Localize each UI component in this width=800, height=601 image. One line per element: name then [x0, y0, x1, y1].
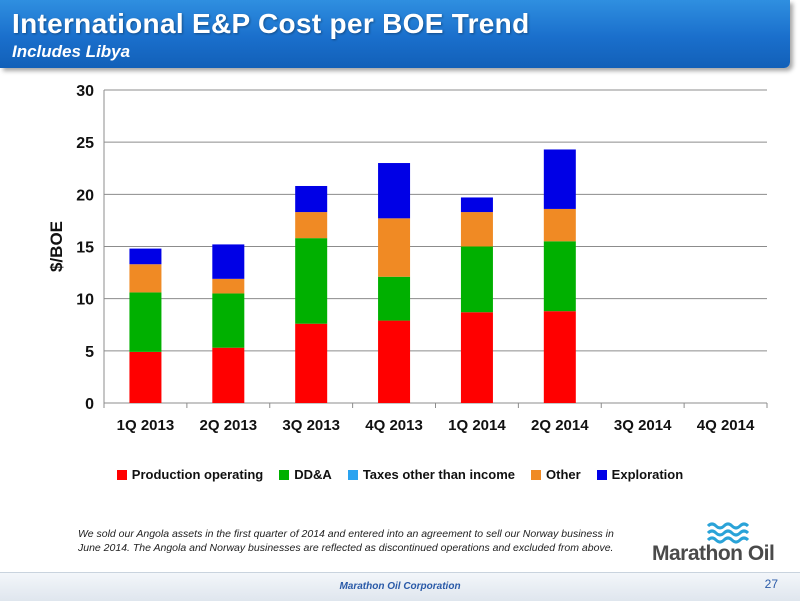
y-tick-label: 25: [76, 135, 94, 152]
bar-segment: [543, 208, 576, 242]
x-tick-label: 3Q 2014: [614, 417, 672, 434]
x-tick-label: 1Q 2013: [117, 417, 175, 434]
bar-segment: [129, 292, 162, 352]
legend-swatch: [347, 469, 358, 480]
x-tick-label: 2Q 2014: [531, 417, 589, 434]
legend-label: DD&A: [294, 467, 332, 482]
legend-item: Taxes other than income: [347, 467, 515, 482]
legend-label: Taxes other than income: [362, 467, 515, 482]
chart-legend: Production operating DD&A Taxes other than…: [0, 467, 800, 482]
marathon-oil-wave-logo-icon: [706, 522, 750, 544]
legend-label: Other: [546, 467, 581, 482]
legend-label: Production operating: [131, 467, 264, 482]
slide-subtitle: Includes Libya: [12, 42, 131, 61]
bar-segment: [460, 197, 493, 213]
y-axis-title: $/BOE: [47, 221, 66, 272]
bar-segment: [543, 311, 576, 403]
bar-segment: [378, 218, 411, 277]
bar-segment: [378, 163, 411, 219]
slide-title: International E&P Cost per BOE Trend: [12, 8, 530, 39]
bar-segment: [212, 293, 245, 348]
title-banner: International E&P Cost per BOE Trend Inc…: [0, 0, 790, 68]
bar-segment: [460, 312, 493, 403]
bar-segment: [129, 264, 162, 293]
footnote: We sold our Angola assets in the first q…: [78, 528, 614, 554]
bar-segment: [378, 276, 411, 321]
legend-item: Other: [531, 467, 581, 482]
legend-swatch: [531, 469, 541, 480]
legend-label: Exploration: [611, 467, 684, 482]
bar-segment: [295, 212, 328, 239]
bar-segment: [460, 212, 493, 247]
bar-segment: [129, 351, 162, 403]
company-logo: Marathon Oil: [648, 522, 788, 568]
bar-segment: [212, 244, 245, 279]
bar-segment: [295, 238, 328, 324]
bar-segment: [212, 278, 245, 294]
x-tick-label: 1Q 2014: [448, 417, 506, 434]
footer-bar: Marathon Oil Corporation 27: [0, 572, 800, 601]
y-tick-label: 30: [76, 83, 94, 100]
y-tick-label: 15: [76, 240, 94, 257]
y-tick-label: 20: [76, 187, 94, 204]
bar-segment: [460, 246, 493, 313]
footer-company: Marathon Oil Corporation: [339, 581, 461, 592]
y-tick-label: 5: [85, 344, 94, 361]
bar-segment: [295, 323, 328, 403]
bar-segment: [378, 320, 411, 403]
x-tick-label: 3Q 2013: [282, 417, 340, 434]
x-tick-label: 4Q 2014: [697, 417, 755, 434]
x-tick-label: 2Q 2013: [200, 417, 258, 434]
legend-swatch: [279, 469, 290, 480]
bar-segment: [212, 347, 245, 403]
bar-segment: [129, 248, 162, 265]
page-number: 27: [764, 577, 778, 591]
x-tick-label: 4Q 2013: [365, 417, 423, 434]
stacked-bar-chart: 0 5 10 15 20 25 30 $/BOE 1Q 2013 2Q 2013 3Q 2013 4Q…: [47, 83, 768, 434]
legend-item: DD&A: [279, 467, 332, 482]
y-tick-label: 10: [76, 292, 94, 309]
bar-segment: [295, 185, 328, 213]
legend-swatch: [116, 469, 127, 480]
y-tick-label: 0: [85, 396, 94, 413]
legend-item: Production operating: [116, 467, 264, 482]
bar-segment: [543, 149, 576, 209]
legend-swatch: [596, 469, 607, 480]
logo-text: Marathon Oil: [652, 542, 775, 565]
bar-segment: [543, 241, 576, 312]
legend-item: Exploration: [596, 467, 684, 482]
